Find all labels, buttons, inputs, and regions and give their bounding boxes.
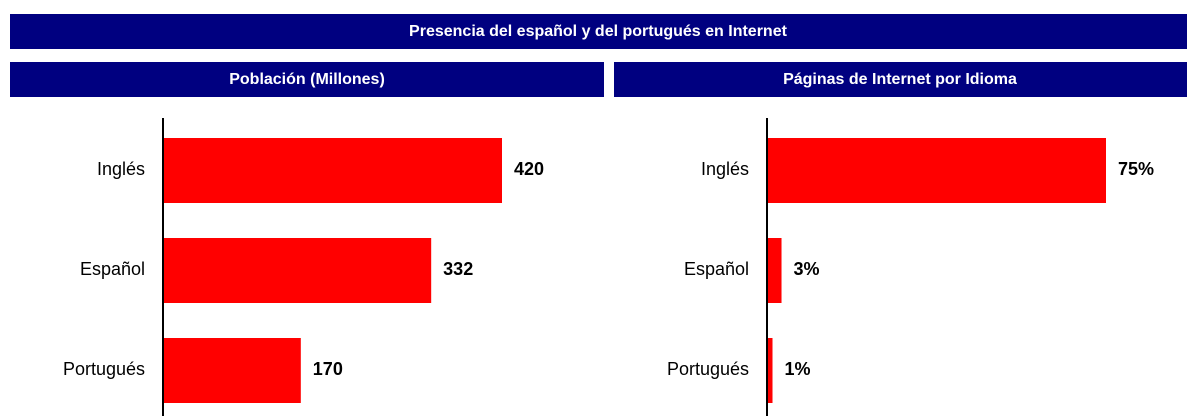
subtitle-banner bbox=[10, 62, 604, 97]
bar bbox=[768, 238, 782, 303]
bar bbox=[164, 238, 432, 303]
bar bbox=[768, 138, 1106, 203]
subtitle-banner bbox=[614, 62, 1187, 97]
title-banner bbox=[10, 14, 1187, 49]
value-label: 75% bbox=[1118, 159, 1154, 179]
chart-title: Población (Millones) bbox=[229, 71, 385, 88]
bar bbox=[164, 138, 502, 203]
category-label: Inglés bbox=[701, 159, 749, 179]
value-label: 332 bbox=[443, 259, 473, 279]
value-label: 1% bbox=[785, 359, 811, 379]
value-label: 170 bbox=[313, 359, 343, 379]
value-label: 3% bbox=[794, 259, 820, 279]
category-label: Portugués bbox=[667, 359, 749, 379]
page-title: Presencia del español y del portugués en… bbox=[409, 23, 788, 40]
category-label: Inglés bbox=[97, 159, 145, 179]
bar bbox=[164, 338, 301, 403]
value-label: 420 bbox=[514, 159, 544, 179]
chart-title: Páginas de Internet por Idioma bbox=[783, 71, 1017, 88]
category-label: Portugués bbox=[63, 359, 145, 379]
bar bbox=[768, 338, 773, 403]
category-label: Español bbox=[80, 259, 145, 279]
category-label: Español bbox=[684, 259, 749, 279]
